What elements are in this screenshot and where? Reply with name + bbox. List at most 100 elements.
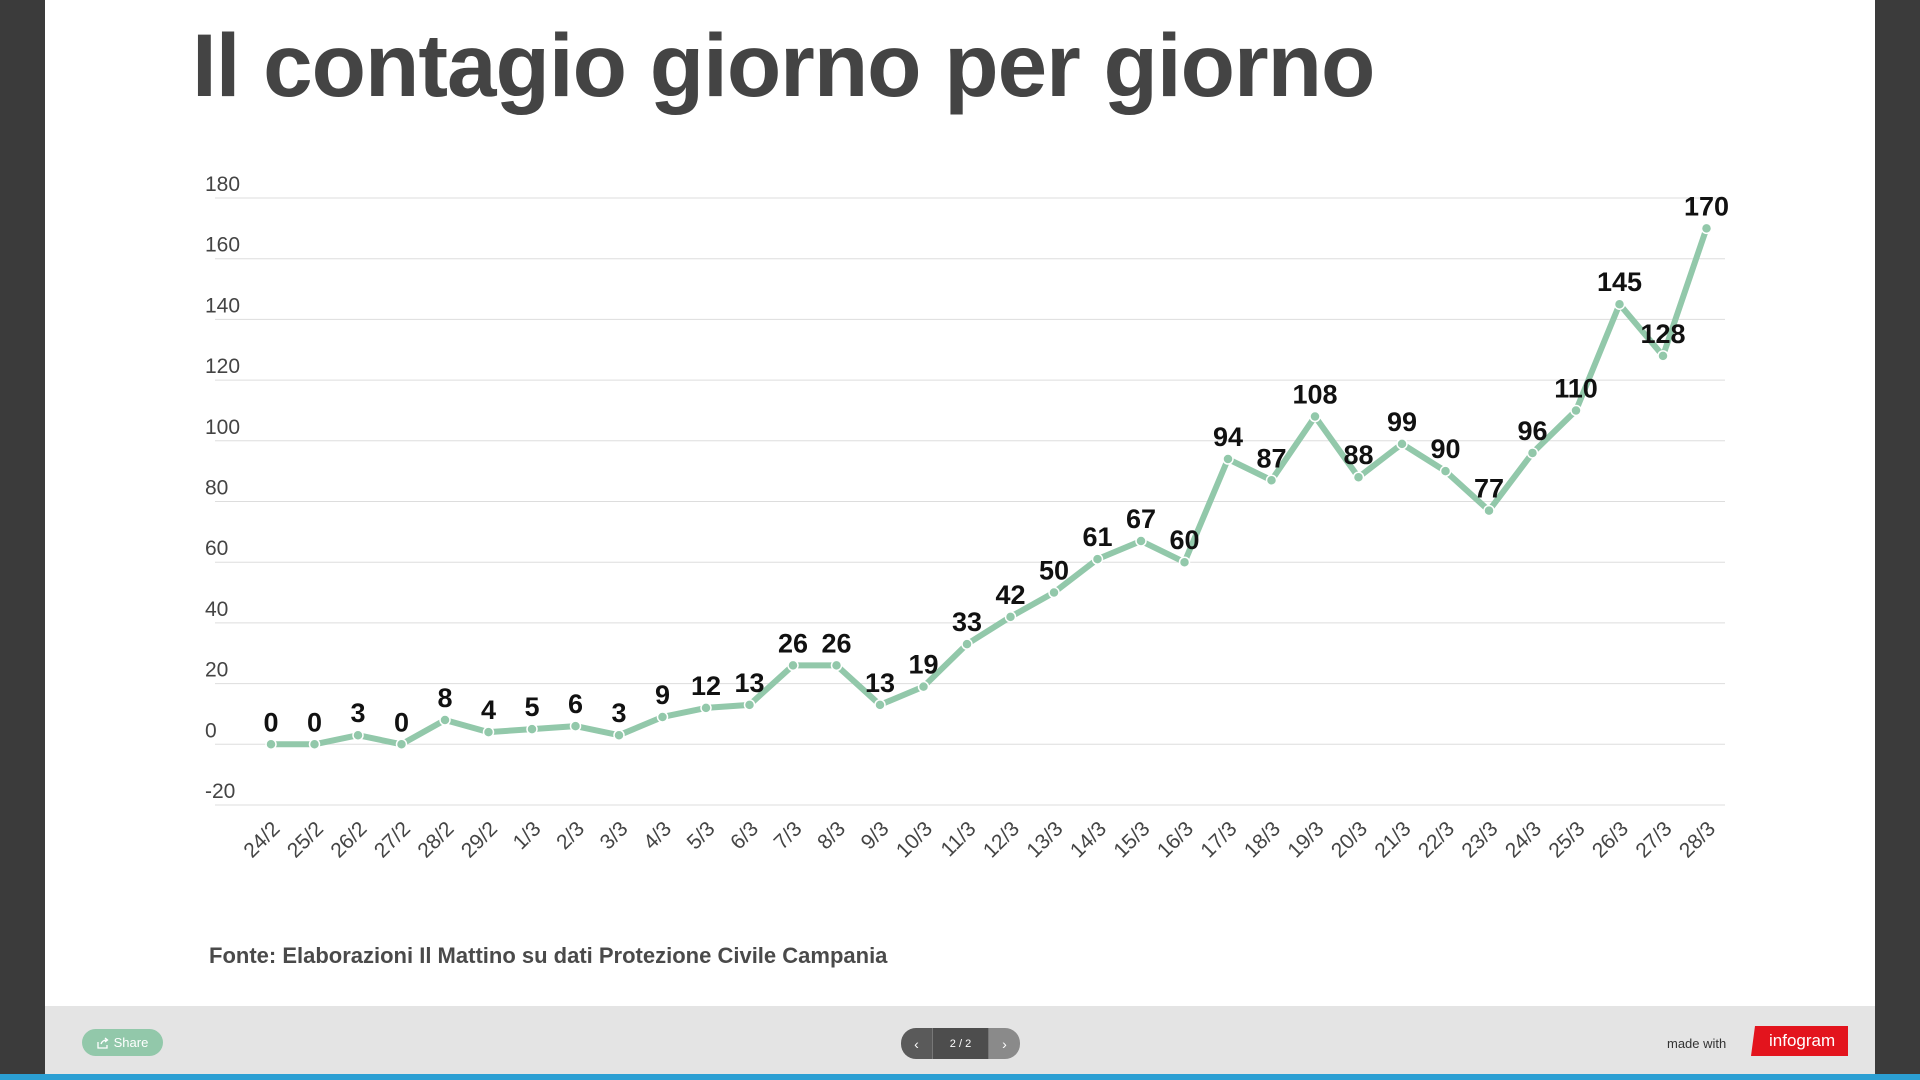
data-point <box>265 738 277 751</box>
data-label: 60 <box>1169 525 1199 555</box>
data-point <box>308 738 321 751</box>
data-label: 13 <box>734 668 764 698</box>
data-label: 87 <box>1256 443 1286 473</box>
made-with-label: made with <box>1667 1036 1727 1051</box>
data-label: 33 <box>952 607 982 637</box>
infogram-logo-link[interactable]: infogram <box>1743 1026 1848 1056</box>
data-point <box>1439 465 1452 477</box>
share-button[interactable]: Share <box>82 1029 163 1056</box>
data-point <box>1048 586 1060 599</box>
data-point <box>1613 298 1626 310</box>
data-point <box>482 726 495 738</box>
x-tick-label: 29/2 <box>457 817 502 862</box>
data-label: 77 <box>1474 474 1504 504</box>
data-label: 145 <box>1597 267 1642 297</box>
pagination: ‹ 2 / 2 › <box>901 1028 1020 1059</box>
data-point <box>1135 535 1147 547</box>
share-label: Share <box>113 1035 149 1050</box>
data-label: 99 <box>1387 407 1417 437</box>
data-label: 6 <box>568 689 583 719</box>
x-tick-label: 25/3 <box>1544 817 1589 862</box>
data-point <box>1657 350 1669 362</box>
x-tick-label: 28/2 <box>413 817 458 862</box>
data-label: 13 <box>865 668 895 698</box>
series-line <box>268 225 1710 748</box>
y-tick-label: 80 <box>205 477 228 500</box>
y-tick-label: 20 <box>205 659 228 682</box>
data-label: 3 <box>350 698 365 728</box>
data-label: 0 <box>394 707 409 737</box>
page-indicator: 2 / 2 <box>932 1028 989 1059</box>
chevron-right-icon: › <box>1002 1035 1007 1052</box>
chart-title: Il contagio giorno per giorno <box>192 15 1375 115</box>
data-label: 0 <box>263 707 278 737</box>
x-tick-label: 26/3 <box>1588 817 1633 862</box>
x-tick-label: 9/3 <box>857 817 894 854</box>
x-tick-label: 18/3 <box>1240 817 1285 862</box>
x-tick-label: 23/3 <box>1457 817 1502 862</box>
data-label: 26 <box>821 628 851 658</box>
x-tick-label: 25/2 <box>283 817 328 862</box>
data-point <box>1526 447 1539 459</box>
data-point <box>395 738 408 751</box>
data-label: 94 <box>1213 422 1243 452</box>
x-tick-label: 24/2 <box>239 817 284 862</box>
bottom-accent-bar <box>0 1074 1920 1080</box>
data-label: 8 <box>437 683 452 713</box>
data-point <box>743 699 756 711</box>
y-tick-label: 160 <box>205 234 240 257</box>
x-tick-label: 8/3 <box>813 817 850 854</box>
data-label: 42 <box>995 580 1025 610</box>
chevron-left-icon: ‹ <box>914 1035 919 1052</box>
x-tick-label: 19/3 <box>1283 817 1328 862</box>
source-note: Fonte: Elaborazioni Il Mattino su dati P… <box>209 943 888 968</box>
next-page-button[interactable]: › <box>989 1028 1020 1059</box>
x-tick-label: 17/3 <box>1196 817 1241 862</box>
x-tick-label: 5/3 <box>683 817 720 854</box>
previous-page-button[interactable]: ‹ <box>901 1028 932 1059</box>
data-label: 4 <box>481 695 496 725</box>
data-point <box>1091 553 1104 565</box>
data-point <box>830 659 843 672</box>
data-point <box>874 699 886 711</box>
data-label: 50 <box>1039 556 1069 586</box>
footer-bar: Share ‹ 2 / 2 › made with infogram <box>45 1006 1875 1074</box>
data-point <box>1265 474 1278 487</box>
data-point <box>1483 504 1495 517</box>
x-tick-label: 14/3 <box>1066 817 1111 862</box>
data-point <box>1178 556 1191 568</box>
y-tick-label: 100 <box>205 416 240 439</box>
data-point <box>1396 438 1408 450</box>
data-point <box>1570 404 1582 417</box>
y-tick-label: 180 <box>205 173 240 196</box>
data-point <box>961 638 973 650</box>
data-point <box>787 659 799 672</box>
data-point <box>569 720 582 732</box>
x-tick-label: 24/3 <box>1501 817 1546 862</box>
infogram-logo-icon <box>1747 1026 1848 1056</box>
data-point <box>1004 611 1017 623</box>
data-label: 128 <box>1640 319 1685 349</box>
x-tick-label: 20/3 <box>1327 817 1372 862</box>
data-point <box>917 680 930 693</box>
share-icon <box>96 1036 109 1049</box>
y-tick-label: -20 <box>205 780 235 803</box>
x-tick-label: 1/3 <box>509 817 546 854</box>
y-tick-label: 40 <box>205 598 228 621</box>
data-point <box>526 723 538 735</box>
chart-card: Il contagio giorno per giorno -20 0 20 40 60… <box>45 0 1875 1006</box>
data-label: 19 <box>908 650 938 680</box>
y-tick-label: 120 <box>205 355 240 378</box>
x-tick-label: 22/3 <box>1414 817 1459 862</box>
x-tick-label: 6/3 <box>726 817 763 854</box>
data-label: 96 <box>1517 416 1547 446</box>
line-chart: -20020406080100120140160180024/2025/2326… <box>205 173 1729 862</box>
data-label: 5 <box>524 692 539 722</box>
data-label: 67 <box>1126 504 1156 534</box>
data-point <box>352 729 364 741</box>
data-point <box>1309 410 1321 423</box>
data-label: 90 <box>1430 434 1460 464</box>
x-tick-label: 2/3 <box>552 817 589 854</box>
x-tick-label: 28/3 <box>1675 817 1720 862</box>
data-point <box>1352 471 1365 483</box>
